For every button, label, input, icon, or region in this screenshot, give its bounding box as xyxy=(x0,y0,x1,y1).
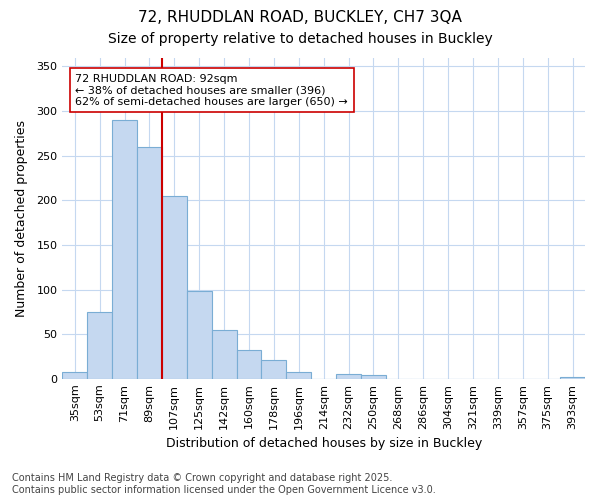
Bar xyxy=(236,350,262,379)
Y-axis label: Number of detached properties: Number of detached properties xyxy=(15,120,28,316)
Bar xyxy=(87,312,112,379)
X-axis label: Distribution of detached houses by size in Buckley: Distribution of detached houses by size … xyxy=(166,437,482,450)
Bar xyxy=(336,374,361,379)
Bar xyxy=(162,196,187,379)
Bar xyxy=(262,360,286,379)
Bar xyxy=(560,377,585,379)
Text: Contains HM Land Registry data © Crown copyright and database right 2025.
Contai: Contains HM Land Registry data © Crown c… xyxy=(12,474,436,495)
Bar xyxy=(286,372,311,379)
Text: Size of property relative to detached houses in Buckley: Size of property relative to detached ho… xyxy=(107,32,493,46)
Bar xyxy=(361,375,386,379)
Bar xyxy=(137,147,162,379)
Text: 72 RHUDDLAN ROAD: 92sqm
← 38% of detached houses are smaller (396)
62% of semi-d: 72 RHUDDLAN ROAD: 92sqm ← 38% of detache… xyxy=(75,74,348,107)
Text: 72, RHUDDLAN ROAD, BUCKLEY, CH7 3QA: 72, RHUDDLAN ROAD, BUCKLEY, CH7 3QA xyxy=(138,10,462,25)
Bar xyxy=(112,120,137,379)
Bar xyxy=(187,292,212,379)
Bar xyxy=(212,330,236,379)
Bar xyxy=(62,372,87,379)
